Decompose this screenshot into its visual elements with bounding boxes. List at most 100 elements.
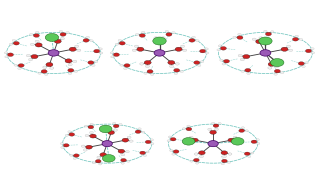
Circle shape bbox=[53, 36, 57, 39]
Circle shape bbox=[113, 122, 116, 124]
Circle shape bbox=[68, 69, 74, 72]
Circle shape bbox=[95, 160, 101, 163]
Circle shape bbox=[142, 131, 145, 133]
Circle shape bbox=[271, 59, 284, 67]
Circle shape bbox=[90, 131, 93, 134]
Circle shape bbox=[198, 151, 205, 155]
Circle shape bbox=[192, 138, 198, 142]
Circle shape bbox=[94, 49, 100, 53]
Circle shape bbox=[211, 122, 215, 124]
Circle shape bbox=[174, 69, 180, 72]
Circle shape bbox=[311, 48, 314, 50]
Circle shape bbox=[259, 37, 272, 45]
Circle shape bbox=[124, 67, 127, 70]
Circle shape bbox=[73, 154, 79, 157]
Circle shape bbox=[197, 64, 201, 67]
Circle shape bbox=[210, 130, 216, 134]
Circle shape bbox=[239, 129, 245, 132]
Circle shape bbox=[70, 154, 73, 156]
Circle shape bbox=[174, 72, 178, 74]
Circle shape bbox=[223, 155, 226, 158]
Circle shape bbox=[170, 149, 173, 152]
Circle shape bbox=[222, 159, 227, 163]
Circle shape bbox=[221, 151, 228, 155]
Circle shape bbox=[200, 61, 204, 63]
Circle shape bbox=[121, 153, 125, 156]
Circle shape bbox=[141, 31, 145, 33]
Circle shape bbox=[108, 131, 115, 135]
Circle shape bbox=[243, 54, 250, 59]
Circle shape bbox=[92, 162, 96, 164]
Circle shape bbox=[46, 63, 53, 67]
Circle shape bbox=[18, 67, 21, 70]
Circle shape bbox=[35, 31, 39, 33]
Circle shape bbox=[83, 39, 89, 42]
Circle shape bbox=[245, 130, 249, 132]
Circle shape bbox=[167, 140, 170, 142]
Circle shape bbox=[77, 49, 81, 51]
Circle shape bbox=[169, 65, 174, 67]
Circle shape bbox=[196, 40, 199, 42]
Circle shape bbox=[302, 65, 305, 67]
Circle shape bbox=[63, 144, 69, 147]
Circle shape bbox=[151, 143, 154, 145]
Circle shape bbox=[68, 131, 71, 133]
Circle shape bbox=[293, 37, 299, 41]
Circle shape bbox=[220, 46, 226, 50]
Circle shape bbox=[110, 52, 114, 54]
Circle shape bbox=[31, 54, 38, 59]
Circle shape bbox=[90, 40, 93, 42]
Circle shape bbox=[61, 146, 64, 148]
Circle shape bbox=[127, 136, 131, 139]
Circle shape bbox=[125, 151, 129, 153]
Circle shape bbox=[187, 140, 191, 142]
Circle shape bbox=[99, 163, 102, 165]
Circle shape bbox=[99, 125, 112, 133]
Circle shape bbox=[153, 37, 166, 45]
Circle shape bbox=[238, 54, 242, 57]
Circle shape bbox=[289, 49, 293, 51]
Circle shape bbox=[132, 49, 136, 51]
Circle shape bbox=[145, 140, 151, 144]
Circle shape bbox=[118, 39, 122, 41]
Circle shape bbox=[107, 128, 111, 130]
Circle shape bbox=[38, 72, 41, 74]
Circle shape bbox=[305, 49, 311, 53]
Circle shape bbox=[248, 156, 251, 157]
Circle shape bbox=[73, 60, 77, 63]
Circle shape bbox=[65, 59, 72, 63]
Circle shape bbox=[217, 49, 220, 51]
Circle shape bbox=[146, 151, 149, 153]
Circle shape bbox=[45, 33, 59, 41]
Circle shape bbox=[205, 48, 208, 50]
Circle shape bbox=[268, 62, 275, 66]
Circle shape bbox=[221, 163, 225, 165]
Circle shape bbox=[231, 138, 244, 145]
Circle shape bbox=[30, 33, 33, 36]
Circle shape bbox=[136, 33, 139, 36]
Circle shape bbox=[115, 43, 119, 45]
Circle shape bbox=[5, 56, 8, 58]
Circle shape bbox=[238, 33, 241, 35]
Circle shape bbox=[129, 140, 133, 142]
Circle shape bbox=[102, 141, 112, 147]
Circle shape bbox=[200, 155, 204, 158]
Circle shape bbox=[86, 36, 89, 38]
Circle shape bbox=[60, 33, 66, 36]
Circle shape bbox=[208, 128, 212, 131]
Circle shape bbox=[189, 39, 195, 42]
Circle shape bbox=[75, 45, 79, 47]
Circle shape bbox=[220, 59, 223, 61]
Circle shape bbox=[124, 64, 130, 67]
Circle shape bbox=[183, 49, 187, 51]
Circle shape bbox=[44, 73, 48, 75]
Circle shape bbox=[147, 70, 153, 73]
Circle shape bbox=[122, 138, 129, 142]
Circle shape bbox=[200, 49, 206, 53]
Circle shape bbox=[156, 39, 163, 43]
Circle shape bbox=[69, 133, 75, 136]
Circle shape bbox=[7, 53, 13, 57]
Circle shape bbox=[189, 136, 193, 139]
Circle shape bbox=[168, 60, 175, 65]
Circle shape bbox=[120, 64, 123, 66]
